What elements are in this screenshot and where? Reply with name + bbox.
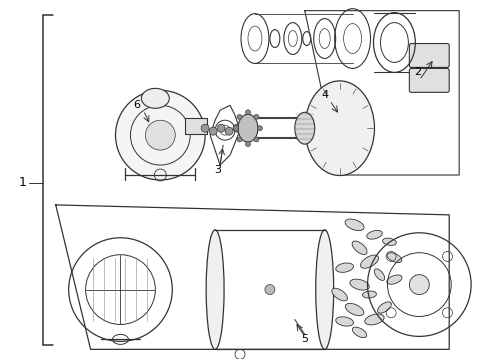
Circle shape [245,110,250,115]
Ellipse shape [377,302,392,313]
Bar [185,118,207,134]
Ellipse shape [305,81,374,176]
Circle shape [225,127,233,135]
Text: 2: 2 [414,67,421,77]
Ellipse shape [336,317,353,326]
Circle shape [234,126,239,131]
Text: 5: 5 [301,334,308,345]
Circle shape [257,126,263,131]
Circle shape [201,124,209,132]
Text: 4: 4 [321,90,328,100]
Ellipse shape [332,288,347,301]
Bar [185,118,207,134]
Ellipse shape [316,230,334,349]
Ellipse shape [352,241,367,255]
FancyBboxPatch shape [409,44,449,67]
Circle shape [254,114,259,120]
Ellipse shape [350,279,369,290]
Ellipse shape [387,253,402,263]
Circle shape [146,120,175,150]
Ellipse shape [361,255,378,268]
Ellipse shape [363,291,376,298]
Ellipse shape [383,238,396,246]
Ellipse shape [345,303,364,316]
Ellipse shape [345,219,364,231]
Circle shape [245,141,250,147]
Ellipse shape [295,112,315,144]
Text: 3: 3 [215,165,221,175]
Ellipse shape [367,230,382,239]
Circle shape [237,137,242,142]
Ellipse shape [387,275,402,284]
Text: 1: 1 [19,176,27,189]
Circle shape [233,124,241,132]
Circle shape [217,124,225,132]
FancyBboxPatch shape [409,68,449,92]
Circle shape [116,90,205,180]
Ellipse shape [336,263,353,273]
Ellipse shape [365,314,384,325]
Circle shape [209,127,217,135]
Ellipse shape [352,327,367,338]
Ellipse shape [374,269,385,280]
Ellipse shape [238,114,258,142]
Ellipse shape [206,230,224,349]
Circle shape [409,275,429,294]
Ellipse shape [142,88,169,108]
Circle shape [254,137,259,142]
Circle shape [237,114,242,120]
Circle shape [265,285,275,294]
Text: 6: 6 [133,100,140,110]
